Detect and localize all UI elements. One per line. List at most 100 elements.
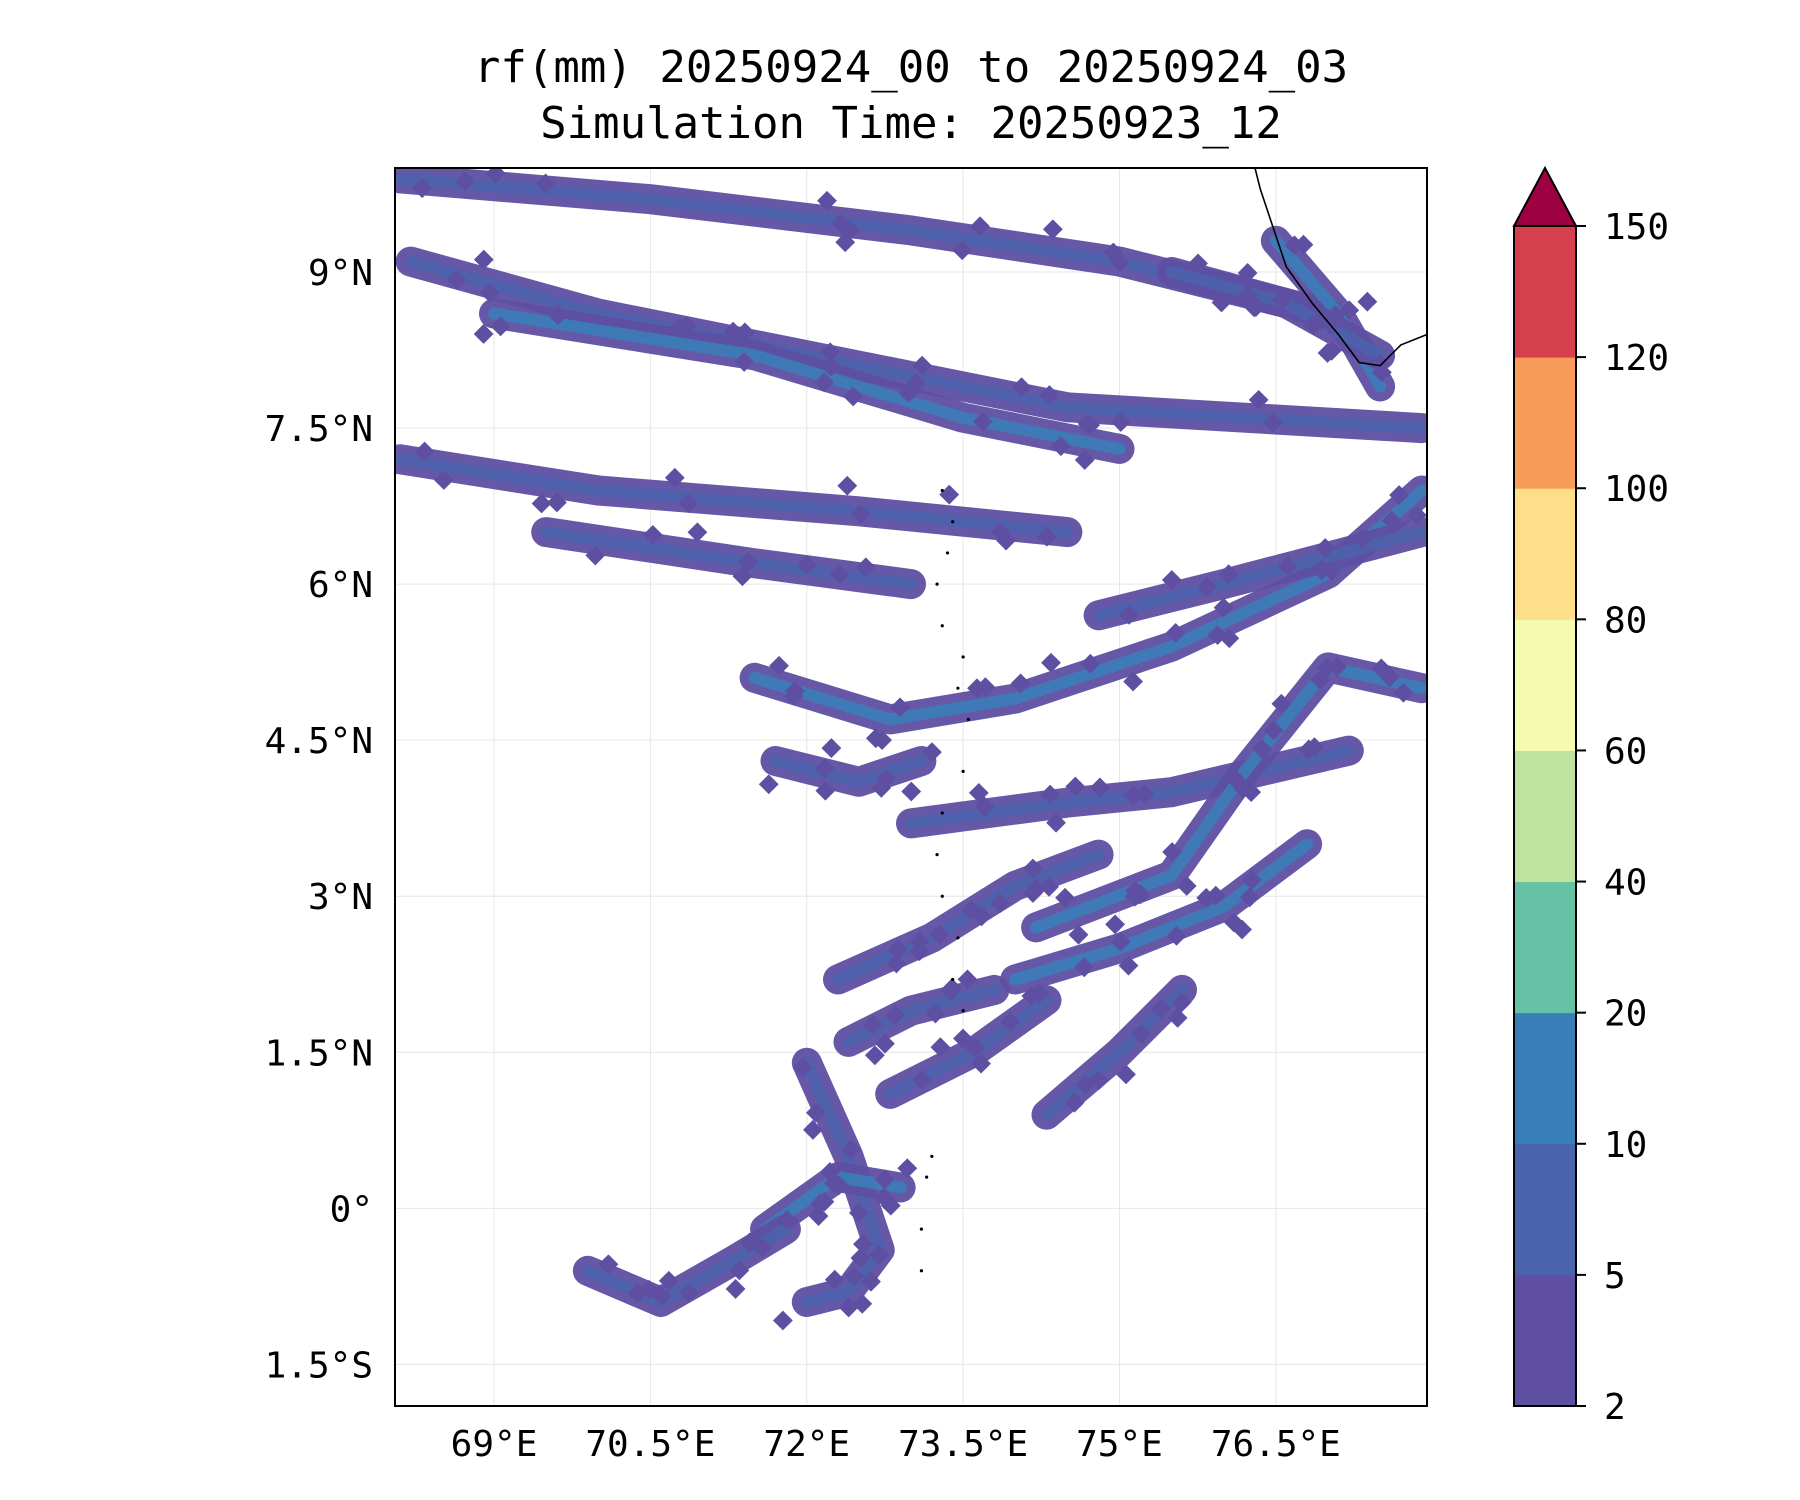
rain-cell-14-0-2	[840, 1139, 861, 1160]
rain-cell-2-0-1	[734, 352, 755, 372]
rain-cell-5-0-2	[769, 655, 789, 676]
rain-band-core-3	[395, 453, 1074, 539]
rain-cell-14-0-1	[793, 1057, 813, 1078]
rain-cell-9-0-0	[1068, 924, 1089, 945]
colorbar-label-5: 60	[1604, 731, 1647, 772]
island-11	[940, 894, 944, 898]
island-18	[925, 1175, 929, 1179]
rain-cell-9-2-1	[1241, 870, 1262, 890]
x-tick-label-0: 69°E	[451, 1424, 538, 1465]
x-tick-label-3: 73.5°E	[898, 1424, 1028, 1465]
x-tick-label-1: 70.5°E	[585, 1424, 715, 1465]
rain-cell-1-3-3	[1248, 389, 1269, 410]
rain-cell-5-2-3	[1080, 653, 1101, 674]
rain-cell-8-1-0	[1241, 782, 1262, 803]
rain-cell-1-1-3	[723, 321, 744, 342]
rain-cell-19-0-1	[1245, 297, 1266, 318]
rain-cell-8-0-2	[1055, 887, 1075, 908]
colorbar-label-9: 150	[1604, 207, 1669, 248]
colorbar-label-1: 5	[1604, 1256, 1626, 1297]
x-tick-label-5: 76.5°E	[1211, 1424, 1341, 1465]
rain-cell-3-0-2	[433, 470, 454, 490]
y-tick-label-5: 6°N	[308, 565, 373, 606]
rain-cell-8-1-3	[1162, 842, 1183, 862]
rain-cell-10-1-2	[961, 899, 982, 920]
rain-band-core-1	[404, 255, 1427, 435]
rain-cell-0-3-1	[1237, 263, 1258, 283]
chart-title-line1: rf(mm) 20250924_00 to 20250924_03	[474, 42, 1348, 93]
rain-cell-15-0-1	[808, 1206, 829, 1226]
rain-cell-5-0-3	[890, 697, 910, 718]
island-14	[961, 1009, 965, 1013]
rain-cell-0-3-2	[1109, 251, 1130, 272]
colorbar-segment-1	[1514, 1143, 1576, 1276]
colorbar-label-7: 100	[1604, 469, 1669, 510]
rain-cell-3-2-3	[939, 484, 960, 505]
rain-cell-9-2-2	[1239, 887, 1260, 908]
colorbar: 2 5 10 20 40 60 80 100 120 150	[1512, 165, 1669, 1428]
rain-cell-14-3-2	[772, 1310, 793, 1331]
rain-cell-8-1-2	[1225, 769, 1246, 790]
colorbar-segment-2	[1514, 1012, 1576, 1145]
colorbar-label-2: 10	[1604, 1125, 1647, 1166]
rain-cell-1-1-2	[820, 342, 841, 363]
colorbar-segment-4	[1514, 750, 1576, 883]
rain-cell-2-1-1	[814, 372, 835, 393]
rain-cell-11-0-0	[884, 1005, 905, 1026]
rain-cell-14-2-1	[869, 1244, 889, 1265]
island-16	[919, 1227, 924, 1231]
rain-cell-6-0-3	[1197, 577, 1218, 597]
island-5	[961, 655, 965, 659]
rain-cell-3-1-0	[837, 475, 858, 496]
rain-cell-3-1-3	[678, 493, 699, 514]
rain-cell-15-1-0	[874, 1169, 895, 1190]
rain-cell-0-2-1	[1042, 219, 1063, 240]
rain-cell-5-3-2	[1207, 625, 1228, 645]
rain-cell-14-3-0	[824, 1269, 845, 1290]
rain-cell-13-0-0	[1116, 1064, 1136, 1085]
rain-cell-14-3-3	[844, 1266, 865, 1286]
rain-cell-5-4-2	[1389, 485, 1409, 505]
rain-cell-0-1-3	[831, 213, 852, 234]
rain-cell-0-0-1	[454, 171, 475, 192]
rain-cell-2-2-2	[1050, 436, 1071, 457]
x-tick-label-2: 72°E	[763, 1424, 850, 1465]
rain-cell-14-2-0	[850, 1248, 871, 1268]
rain-cell-1-0-2	[479, 282, 500, 303]
rain-band-core-2	[488, 307, 1126, 455]
y-tick-label-4: 4.5°N	[265, 721, 373, 762]
island-4	[940, 624, 944, 628]
rain-cell-8-3-1	[1393, 682, 1414, 703]
rain-cell-17-1-3	[922, 742, 942, 762]
rain-cell-9-1-0	[1166, 925, 1187, 946]
island-1	[951, 520, 955, 524]
rain-cell-10-0-1	[886, 953, 907, 974]
rain-cell-1-1-1	[670, 317, 691, 338]
rain-cell-3-0-3	[547, 492, 567, 513]
colorbar-label-8: 120	[1604, 338, 1669, 379]
rain-cell-8-1-1	[1176, 876, 1197, 896]
rain-cell-7-1-2	[1134, 784, 1155, 805]
colorbar-segment-0	[1514, 1274, 1576, 1407]
rain-cell-8-2-2	[1263, 720, 1284, 741]
rain-cell-14-0-0	[803, 1119, 823, 1140]
rain-cell-4-0-1	[585, 545, 606, 566]
rain-cell-13-0-3	[1064, 1092, 1085, 1113]
island-15	[930, 1154, 934, 1158]
rain-cell-13-0-2	[1088, 1070, 1109, 1091]
rain-cell-11-1-3	[957, 969, 978, 990]
rain-cell-9-0-1	[1074, 957, 1095, 978]
rain-cell-14-0-3	[805, 1102, 826, 1123]
rain-cell-6-0-0	[1119, 604, 1139, 625]
axis-labels: 69°E 70.5°E 72°E 73.5°E 75°E 76.5°E 1.5°S 0° 1.5…	[265, 253, 1341, 1465]
island-10	[935, 853, 939, 857]
rain-cell-12-0-3	[911, 1069, 932, 1090]
colorbar-label-3: 20	[1604, 994, 1647, 1035]
rain-cell-5-1-1	[967, 678, 987, 699]
rain-cell-3-2-2	[996, 530, 1016, 551]
island-6	[956, 686, 960, 690]
colorbar-segment-7	[1514, 357, 1576, 489]
rain-cell-13-1-1	[1131, 1024, 1152, 1044]
rain-cell-15-1-3	[874, 1187, 894, 1208]
